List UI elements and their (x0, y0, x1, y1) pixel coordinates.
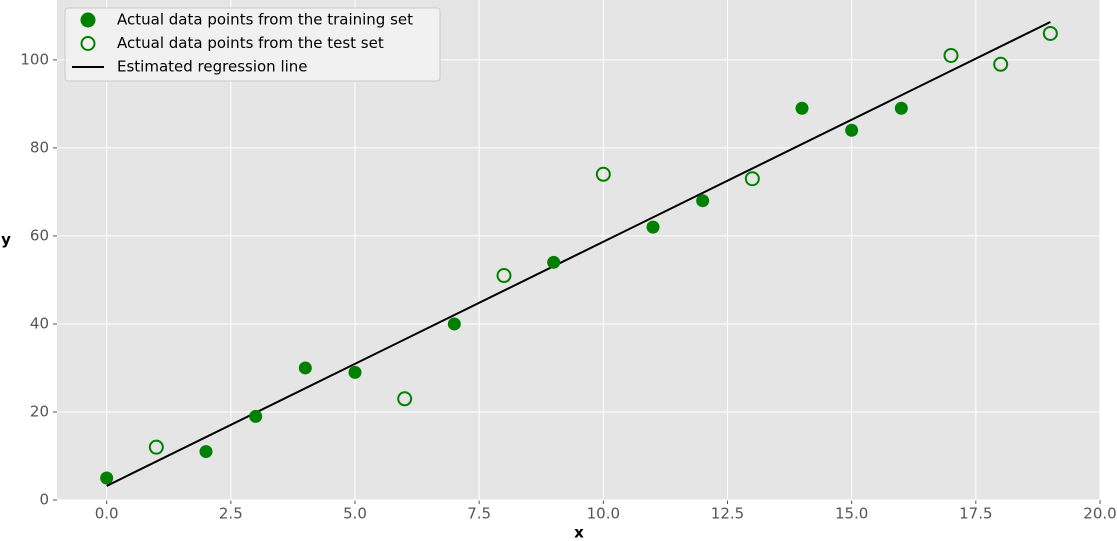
training-point (547, 255, 561, 269)
training-point (696, 194, 710, 208)
y-tick-label: 20 (30, 402, 49, 420)
test-point (148, 439, 164, 455)
y-axis-label: y (1, 231, 11, 249)
test-point (744, 171, 760, 187)
test-point (397, 391, 413, 407)
x-tick-label: 15.0 (835, 505, 868, 523)
training-point (894, 101, 908, 115)
test-point (943, 47, 959, 63)
test-point (993, 56, 1009, 72)
x-tick-label: 2.5 (219, 505, 243, 523)
legend-label: Actual data points from the test set (117, 34, 384, 52)
training-point (199, 445, 213, 459)
test-point (1042, 25, 1058, 41)
x-tick-label: 0.0 (95, 505, 119, 523)
test-point (595, 166, 611, 182)
y-tick-label: 80 (30, 138, 49, 156)
training-point (447, 317, 461, 331)
training-point (298, 361, 312, 375)
legend-box (64, 7, 441, 82)
training-point (845, 123, 859, 137)
test-point (496, 268, 512, 284)
x-tick-label: 17.5 (959, 505, 992, 523)
training-point (100, 471, 114, 485)
training-point (348, 365, 362, 379)
x-tick-label: 20.0 (1083, 505, 1116, 523)
training-point (795, 101, 809, 115)
y-tick-label: 100 (20, 50, 49, 68)
training-point (249, 409, 263, 423)
y-tick-label: 0 (39, 491, 49, 509)
y-tick-label: 60 (30, 226, 49, 244)
x-tick-label: 12.5 (711, 505, 744, 523)
legend-marker (80, 12, 96, 28)
x-axis-label: x (574, 524, 584, 541)
legend-label: Estimated regression line (117, 58, 308, 76)
x-tick-label: 7.5 (467, 505, 491, 523)
legend-marker (80, 36, 96, 51)
legend-label: Actual data points from the training set (117, 11, 413, 29)
training-point (646, 220, 660, 234)
x-tick-label: 5.0 (343, 505, 367, 523)
x-tick-label: 10.0 (587, 505, 620, 523)
y-tick-label: 40 (30, 314, 49, 332)
regression-line (106, 21, 1051, 487)
